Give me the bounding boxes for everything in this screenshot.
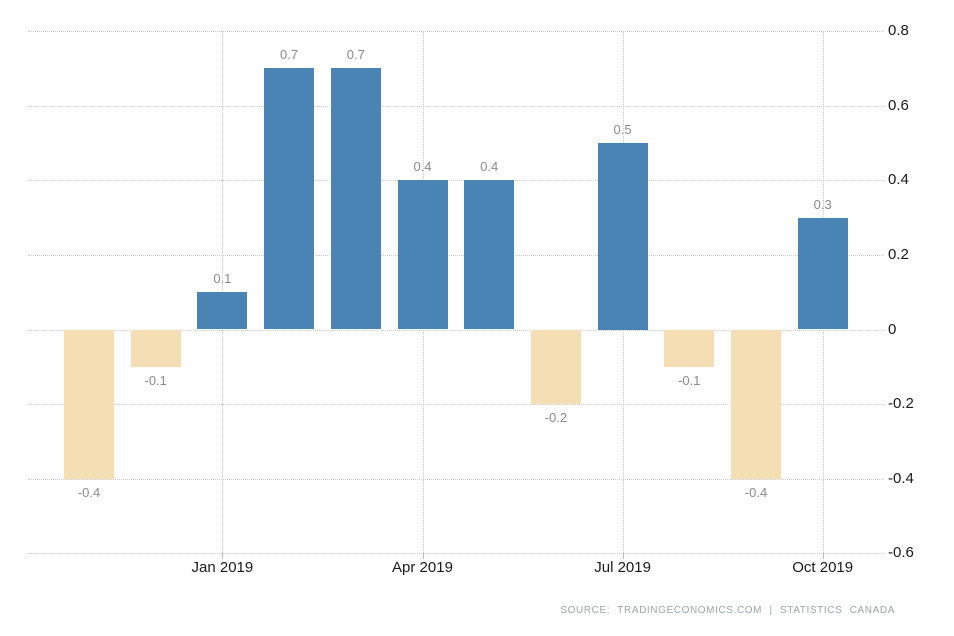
x-tick-mark (222, 553, 224, 560)
y-gridline (28, 105, 884, 107)
bar-value-label: -0.1 (678, 372, 701, 388)
bar-value-label: -0.1 (144, 372, 167, 388)
bar[interactable] (464, 180, 515, 330)
y-axis-label: 0.4 (888, 171, 909, 189)
bar-value-label: 0.7 (280, 47, 299, 63)
y-axis-label: 0.8 (888, 22, 909, 40)
y-gridline (28, 31, 884, 33)
bar[interactable] (64, 329, 114, 479)
x-axis-label: Apr 2019 (392, 559, 453, 576)
y-gridline (28, 553, 884, 555)
bar-value-label: 0.5 (613, 122, 632, 137)
x-axis-label: Jul 2019 (594, 559, 651, 576)
bar[interactable] (664, 329, 715, 367)
bar[interactable] (397, 180, 448, 330)
y-gridline (28, 478, 884, 480)
x-tick-mark (822, 553, 824, 560)
bar[interactable] (530, 329, 581, 405)
bar[interactable] (330, 68, 381, 330)
bar[interactable] (731, 329, 781, 479)
bar[interactable] (130, 329, 181, 367)
bar-value-label: -0.2 (544, 410, 568, 426)
bar[interactable] (264, 68, 315, 330)
bar-value-label: 0.1 (213, 271, 232, 287)
x-tick-mark (422, 553, 424, 560)
x-axis-label: Jan 2019 (191, 559, 254, 576)
bar[interactable] (197, 292, 248, 330)
y-axis-label: -0.6 (888, 544, 914, 562)
bar-value-label: -0.4 (77, 484, 101, 500)
y-gridline (28, 180, 884, 182)
bar[interactable] (597, 143, 648, 330)
source-attribution: SOURCE: TRADINGECONOMICS.COM | STATISTIC… (560, 605, 895, 616)
y-axis-label: 0 (888, 320, 897, 338)
bar[interactable] (797, 217, 848, 330)
bar-value-label: 0.4 (480, 159, 499, 175)
bar-value-label: 0.4 (413, 159, 432, 175)
bar-value-label: 0.3 (813, 196, 832, 212)
x-tick-mark (622, 553, 624, 560)
y-axis-label: 0.2 (888, 245, 909, 263)
bar-value-label: -0.4 (744, 484, 768, 500)
y-axis-label: 0.6 (888, 96, 909, 114)
y-axis-label: -0.4 (888, 469, 914, 487)
y-gridline (28, 329, 884, 331)
x-axis-label: Oct 2019 (792, 559, 854, 576)
y-gridline (28, 254, 884, 256)
y-gridline (28, 404, 884, 406)
bar-value-label: 0.7 (346, 47, 365, 63)
y-axis-label: -0.2 (888, 395, 914, 413)
